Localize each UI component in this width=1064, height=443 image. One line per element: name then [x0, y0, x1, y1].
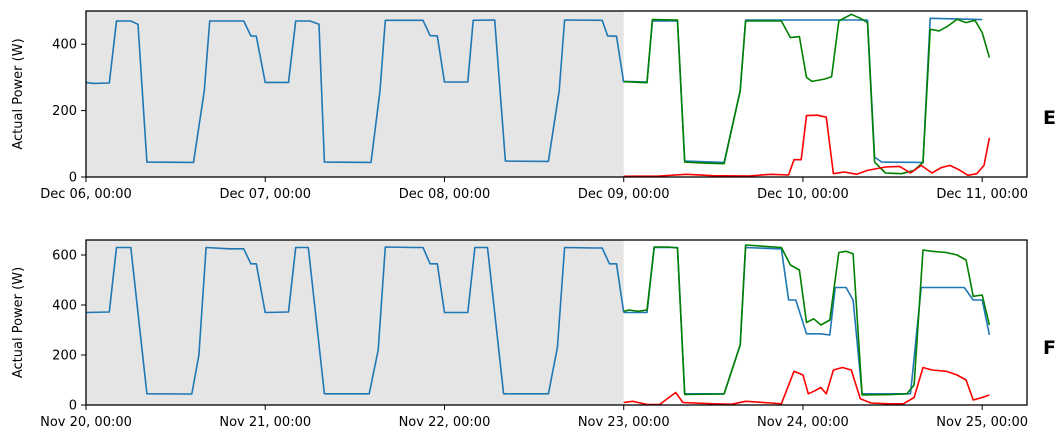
y-tick-label: 0	[69, 399, 77, 414]
y-axis-label: Actual Power (W)	[11, 267, 26, 378]
y-tick-label: 400	[52, 38, 77, 53]
history-shaded-region	[86, 240, 624, 405]
x-tick-label: Dec 11, 00:00	[936, 187, 1028, 202]
x-tick-label: Nov 21, 00:00	[219, 415, 311, 430]
panel-label: E	[1043, 107, 1056, 129]
y-axis-label: Actual Power (W)	[11, 38, 26, 149]
x-tick-label: Nov 25, 00:00	[936, 415, 1028, 430]
panel-label: F	[1043, 337, 1056, 359]
plot-frame	[85, 239, 1028, 406]
x-tick-label: Nov 23, 00:00	[578, 415, 670, 430]
series-line-2	[623, 13, 991, 175]
series-line-0	[85, 19, 625, 164]
history-shaded-region	[86, 11, 624, 177]
series-line-1	[623, 17, 983, 164]
plot-frame	[85, 10, 1028, 178]
y-tick-label: 0	[69, 171, 77, 186]
panel-f: 0 200 400 600 Nov 20, 00:00 Nov 21, 00:00 Nov …	[11, 239, 1056, 430]
x-tick-label: Dec 07, 00:00	[219, 187, 311, 202]
x-tick-label: Nov 20, 00:00	[40, 415, 132, 430]
y-tick-label: 400	[52, 299, 77, 314]
x-tick-label: Dec 10, 00:00	[757, 187, 849, 202]
series-line-2	[623, 244, 991, 396]
x-tick-label: Nov 22, 00:00	[399, 415, 491, 430]
x-tick-label: Nov 24, 00:00	[757, 415, 849, 430]
panel-e: 0 200 400 Dec 06, 00:00 Dec 07, 00:00 Dec 08,…	[11, 10, 1056, 202]
series-line-0	[85, 246, 625, 395]
x-tick-label: Dec 08, 00:00	[399, 187, 491, 202]
series-line-3	[623, 114, 991, 178]
series-line-3	[623, 366, 990, 406]
y-tick-label: 600	[52, 249, 77, 264]
x-tick-label: Dec 06, 00:00	[40, 187, 132, 202]
y-tick-label: 200	[52, 104, 77, 119]
x-tick-label: Dec 09, 00:00	[578, 187, 670, 202]
y-tick-label: 200	[52, 349, 77, 364]
